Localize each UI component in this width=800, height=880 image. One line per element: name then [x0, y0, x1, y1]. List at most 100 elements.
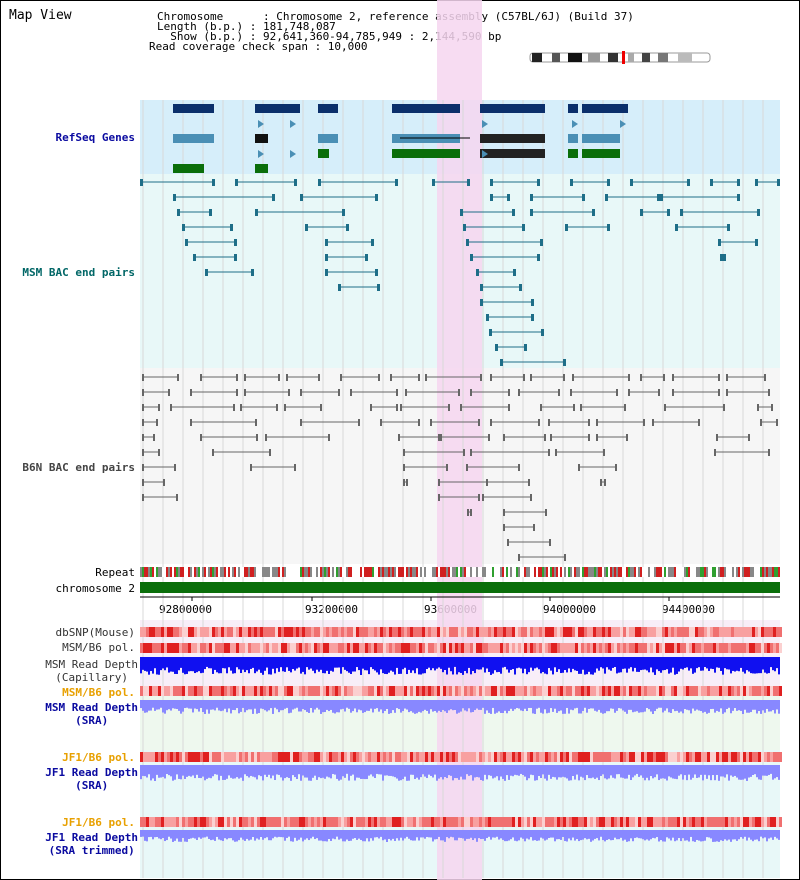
msm-b6-pol-strip — [629, 643, 632, 653]
b6n-bac-end — [328, 434, 330, 441]
msm-read-depth-capillary-bar — [574, 657, 576, 671]
axis-tick-label: 92800000 — [159, 603, 212, 616]
msm-read-depth-capillary-bar — [146, 657, 148, 672]
msm-read-depth-sra-bar — [510, 700, 512, 709]
msm-read-depth-sra-bar — [436, 700, 438, 713]
msm-b6-pol-strip — [308, 643, 311, 653]
jf1-read-depth-sra-bar — [290, 765, 292, 781]
b6n-bac-end — [190, 419, 192, 426]
jf1-read-depth-trimmed-bar — [632, 830, 634, 842]
msm-b6-pol-strip — [719, 643, 722, 653]
jf1-b6-pol-strip — [632, 752, 635, 762]
repeat-mark — [480, 567, 482, 577]
jf1-read-depth-sra-bar — [568, 765, 570, 781]
jf1-read-depth-sra-bar — [714, 765, 716, 781]
jf1-read-depth-trimmed-bar — [516, 830, 518, 842]
jf1-b6-pol-strip — [206, 752, 209, 762]
jf1-b6-pol-strip — [215, 817, 218, 827]
repeat-mark — [702, 567, 704, 577]
msm-b6-pol-strip — [272, 643, 275, 653]
dbsnp-strip — [485, 627, 488, 637]
msm-read-depth-capillary-bar — [436, 657, 438, 669]
dbsnp-strip — [659, 627, 662, 637]
jf1-read-depth-trimmed-bar — [590, 830, 592, 842]
dbsnp-strip — [773, 627, 776, 637]
jf1-read-depth-trimmed-bar — [386, 830, 388, 842]
repeat-mark — [258, 567, 260, 577]
msm-read-depth-sra-bar — [654, 700, 656, 712]
jf1-read-depth-trimmed-bar — [530, 830, 532, 838]
repeat-mark — [436, 567, 438, 577]
b6n-bac-end — [233, 404, 235, 411]
jf1-read-depth-trimmed-bar — [158, 830, 160, 839]
dbsnp-strip — [617, 627, 620, 637]
jf1-read-depth-sra-bar — [598, 765, 600, 781]
refseq-gene — [582, 134, 620, 143]
dbsnp-strip — [620, 627, 623, 637]
jf1-read-depth-sra-bar — [488, 765, 490, 776]
repeat-mark — [776, 567, 778, 577]
msm-read-depth-sra-bar — [578, 700, 580, 714]
jf1-b6-pol-strip — [506, 752, 509, 762]
msm-read-depth-capillary-bar — [638, 657, 640, 672]
msm-read-depth-capillary-bar — [734, 657, 736, 672]
msm-read-depth-capillary-bar — [648, 657, 650, 673]
msm-b6-pol-strip — [605, 686, 608, 696]
msm-bac-end — [660, 194, 663, 201]
msm-read-depth-sra-bar — [252, 700, 254, 714]
msm-bac-end — [342, 209, 345, 216]
msm-read-depth-sra-bar — [488, 700, 490, 713]
dbsnp-strip — [251, 627, 254, 637]
jf1-read-depth-sra-bar — [478, 765, 480, 778]
jf1-b6-pol-strip — [491, 817, 494, 827]
msm-read-depth-sra-bar — [534, 700, 536, 714]
msm-b6-pol-strip — [455, 643, 458, 653]
b6n-bac-end — [142, 494, 144, 501]
jf1-b6-pol-strip — [689, 752, 692, 762]
msm-read-depth-sra-bar — [168, 700, 170, 710]
jf1-b6-pol-strip — [770, 817, 773, 827]
jf1-read-depth-trimmed-bar — [282, 830, 284, 838]
msm-bac-end — [530, 209, 533, 216]
jf1-b6-pol-strip — [719, 752, 722, 762]
repeat-mark — [360, 567, 362, 577]
repeat-mark — [694, 567, 696, 577]
msm-read-depth-capillary-bar — [172, 657, 174, 672]
jf1-read-depth-sra-bar — [520, 765, 522, 774]
repeat-mark — [314, 567, 316, 577]
chromosome-ideogram[interactable] — [528, 51, 714, 65]
msm-read-depth-sra-bar — [358, 700, 360, 710]
dbsnp-strip — [299, 627, 302, 637]
msm-b6-pol-strip — [428, 686, 431, 696]
b6n-bac-end — [440, 434, 442, 441]
jf1-read-depth-trimmed-bar — [570, 830, 572, 841]
jf1-b6-pol-strip — [401, 752, 404, 762]
repeat-mark — [412, 567, 414, 577]
msm-read-depth-capillary-bar — [422, 657, 424, 674]
msm-b6-pol-strip — [371, 643, 374, 653]
msm-read-depth-capillary-bar — [524, 657, 526, 669]
jf1-read-depth-sra-bar — [458, 765, 460, 780]
msm-b6-pol-strip — [170, 643, 173, 653]
msm-bac-end — [570, 179, 573, 186]
jf1-b6-pol-strip — [695, 752, 698, 762]
jf1-b6-pol-strip — [644, 752, 647, 762]
msm-read-depth-capillary-bar — [426, 657, 428, 670]
msm-read-depth-sra-bar — [216, 700, 218, 708]
jf1-b6-pol-strip — [665, 752, 668, 762]
msm-read-depth-sra-bar — [152, 700, 154, 708]
repeat-mark — [756, 567, 758, 577]
jf1-read-depth-trimmed-bar — [194, 830, 196, 839]
msm-read-depth-sra-bar — [718, 700, 720, 712]
msm-read-depth-sra-bar — [622, 700, 624, 711]
jf1-b6-pol-strip — [584, 817, 587, 827]
dbsnp-strip — [641, 627, 644, 637]
jf1-read-depth-sra-bar — [472, 765, 474, 781]
jf1-read-depth-sra-bar — [438, 765, 440, 779]
jf1-read-depth-sra-bar — [482, 765, 484, 781]
msm-read-depth-sra-bar — [524, 700, 526, 709]
msm-read-depth-capillary-bar — [480, 657, 482, 670]
msm-read-depth-sra-bar — [260, 700, 262, 709]
msm-b6-pol-strip — [608, 643, 611, 653]
